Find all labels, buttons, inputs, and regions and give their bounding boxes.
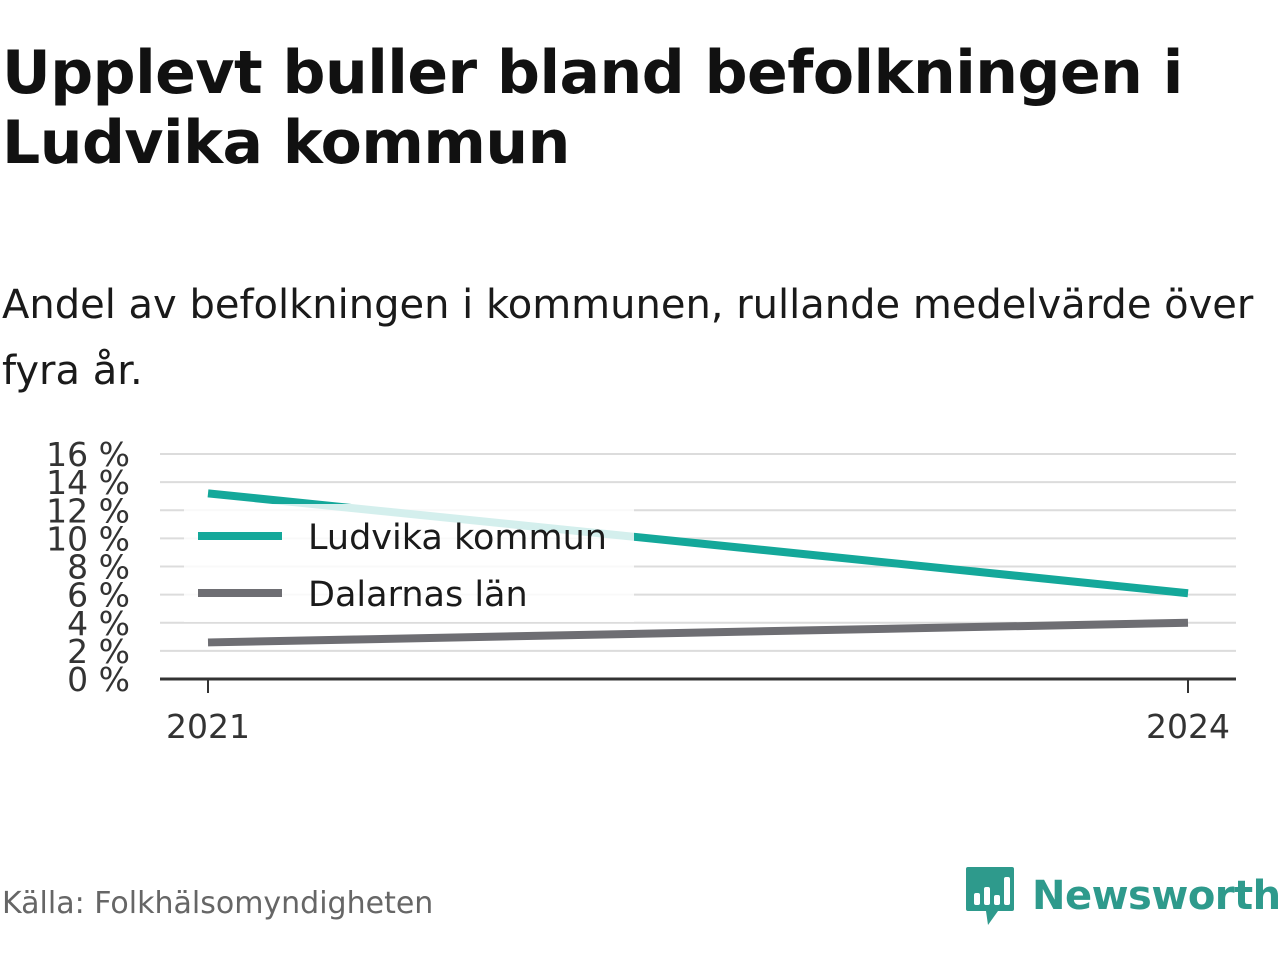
source-credit: Källa: Folkhälsomyndigheten <box>2 886 434 921</box>
brand-logo[interactable]: Newsworthy <box>964 864 1280 928</box>
x-tick-label: 2021 <box>166 707 250 746</box>
legend: Ludvika kommun Dalarnas län <box>184 504 634 622</box>
y-tick-label: 14 % <box>46 463 130 502</box>
y-tick-label: 6 % <box>67 576 130 615</box>
chart-subtitle: Andel av befolkningen i kommunen, rullan… <box>2 282 1254 394</box>
legend-background <box>184 504 634 622</box>
x-axis-ticks: 2021 2024 <box>166 679 1230 746</box>
bar-chart-speech-bubble-icon <box>966 867 1014 925</box>
y-tick-label: 16 % <box>46 435 130 474</box>
brand-name: Newsworthy <box>1032 873 1280 919</box>
y-axis-ticks: 0 %2 %4 %6 %8 %10 %12 %14 %16 % <box>46 435 130 699</box>
chart-title: Upplevt buller bland befolkningen i Ludv… <box>2 38 1183 178</box>
y-tick-label: 2 % <box>67 632 130 671</box>
legend-label: Dalarnas län <box>308 575 528 615</box>
line-chart: 0 %2 %4 %6 %8 %10 %12 %14 %16 % 2021 2024… <box>46 435 1236 746</box>
series-line <box>207 618 1189 647</box>
legend-label: Ludvika kommun <box>308 518 607 558</box>
y-tick-label: 12 % <box>46 491 130 530</box>
x-tick-label: 2024 <box>1146 707 1230 746</box>
y-tick-label: 0 % <box>67 660 130 699</box>
y-tick-label: 4 % <box>67 604 130 643</box>
y-tick-label: 10 % <box>46 519 130 558</box>
y-tick-label: 8 % <box>67 548 130 587</box>
